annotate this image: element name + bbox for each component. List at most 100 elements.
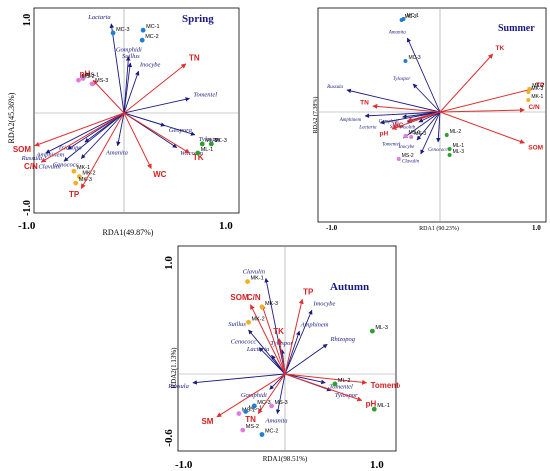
x-tick-max: 1.0 [370,459,384,471]
site-label-ml-2: ML-2 [338,378,351,384]
x-axis-label: RDA1(98.51%) [263,455,308,463]
species-label-lactaria: Lactaria [246,346,269,353]
species-arrow-suillus [248,329,286,375]
plot-frame [177,245,397,452]
species-arrow-tomentel [403,111,441,139]
x-tick-max: 1.0 [532,224,541,232]
site-point-mc-2 [139,37,145,43]
species-arrow-tylospor [412,83,441,113]
env-arrow-c-n [40,112,125,163]
env-arrow-tn [123,63,187,114]
site-point-ms-3 [269,403,274,409]
site-point-ml-1 [195,150,201,156]
species-arrow-suillus [123,62,133,114]
site-label-mk-2: MK-2 [82,171,95,177]
site-label-mc-3: MC-3 [408,55,420,61]
species-arrow-russula [45,112,125,154]
species-label-suillus: Suillus [122,53,140,60]
species-label-tylospor: Tylospor [393,77,410,82]
site-point-ms-1 [80,76,86,81]
species-label-inocybe: Inocybe [398,145,416,150]
species-arrow-lactaria [109,23,125,114]
species-arrow-tylospor [123,112,196,136]
species-label-clavulin: Clavulin [402,160,420,165]
env-arrow-wc [406,111,441,123]
env-label-wc: WC [393,122,404,129]
species-arrow-clavulin [420,111,441,155]
species-label-gomphidi: Gomphidi [241,392,267,399]
site-point-mc-3 [251,403,257,409]
autumn-plot: RDA2(1.13%) RDA1(98.51%) Autumn -1.0 1.0… [163,245,400,471]
site-label-ml-2: ML-2 [205,138,218,144]
species-label-tylospor: Tylospor [199,136,222,143]
species-arrow-russula [346,88,441,113]
site-label-ml-1: ML-1 [201,147,214,153]
env-arrow-tp [439,87,533,113]
env-label-som: SOM [230,293,249,302]
site-point-ms-3 [89,81,95,87]
site-label-ms-3: MS-3 [275,400,288,406]
x-tick-min: -1.0 [326,224,338,232]
site-point-mc-3 [110,30,116,36]
species-arrow-russula [192,373,286,385]
species-arrow-lactaria [271,354,286,375]
species-label-amanita: Amanita [388,30,406,35]
site-label-ml-1: ML-1 [377,403,390,409]
species-label-inocybe: Inocybe [139,61,161,68]
species-arrow-cenococc [436,111,441,143]
species-label-clavulin: Clavulin [38,164,60,171]
env-label-tomentel: Tomentel [371,381,400,390]
site-point-ml-3 [447,153,452,157]
env-label-ph: pH [380,130,389,137]
site-point-ml-3 [369,328,375,334]
species-label-amphinem: Amphinem [35,152,64,159]
species-label-pisolith: Pisolith [399,126,416,131]
species-arrow-gomphidi [402,111,441,119]
y-axis-label: RDA2(1.13%) [170,347,178,389]
site-point-mc-3 [403,59,408,63]
species-arrow-gomphidi [269,373,286,390]
site-point-ms-2 [240,427,246,433]
site-label-ml-1: ML-1 [453,143,465,149]
x-axis-label: RDA1(49.87%) [103,228,154,237]
site-label-ms-3: MS-3 [414,131,426,137]
site-label-mc-2: MC-2 [265,429,278,435]
species-arrow-amanita [116,112,125,147]
species-arrow-inocybe [416,111,441,141]
species-arrow-imocybe [284,309,313,375]
env-label-tp: TP [303,287,314,296]
site-label-mc-3: MC-3 [116,27,129,33]
species-label-amanita: Amanita [265,418,288,425]
y-axis-label: RDA2(45.36%) [7,92,16,143]
species-arrow-cenococc [258,347,286,375]
env-label-tn: TN [189,53,200,62]
site-point-mk-3 [73,180,79,186]
species-label-wilcoxin: Wilcoxin [180,150,203,157]
site-label-ms-2: MS-2 [246,424,259,430]
env-label-c-n: C/N [24,162,38,171]
species-arrow-amanita [275,373,286,415]
chart-title: Spring [182,13,214,25]
x-tick-min: -1.0 [18,220,36,232]
env-label-tn: TN [360,100,369,107]
site-point-mk-1 [526,98,531,102]
env-label-tp: TP [536,82,545,89]
spring-plot: RDA2(45.36%) RDA1(49.87%) Spring -1.0 1.… [7,7,240,237]
site-label-mk-3: MK-3 [79,177,92,183]
chart-title: Autumn [330,281,369,293]
species-arrow-tomentel [123,97,190,114]
site-label-ml-3: ML-3 [214,138,227,144]
species-arrow-tomentel [284,373,326,385]
site-point-mk-3 [259,304,265,310]
env-label-c-n: C/N [247,293,261,302]
plot-frame [317,7,547,223]
species-label-russula: Russula [326,85,343,90]
env-label-som: SOM [528,144,543,151]
site-label-mk-1: MK-1 [77,165,90,171]
env-arrow-c-n [261,304,286,375]
species-label-rhizopog: Rhizopog [330,336,356,343]
env-arrow-tp [284,298,304,375]
site-point-ms-2 [76,77,81,83]
species-label-suillus: Suillus [228,321,246,328]
site-label-ml-3: ML-3 [375,325,388,331]
